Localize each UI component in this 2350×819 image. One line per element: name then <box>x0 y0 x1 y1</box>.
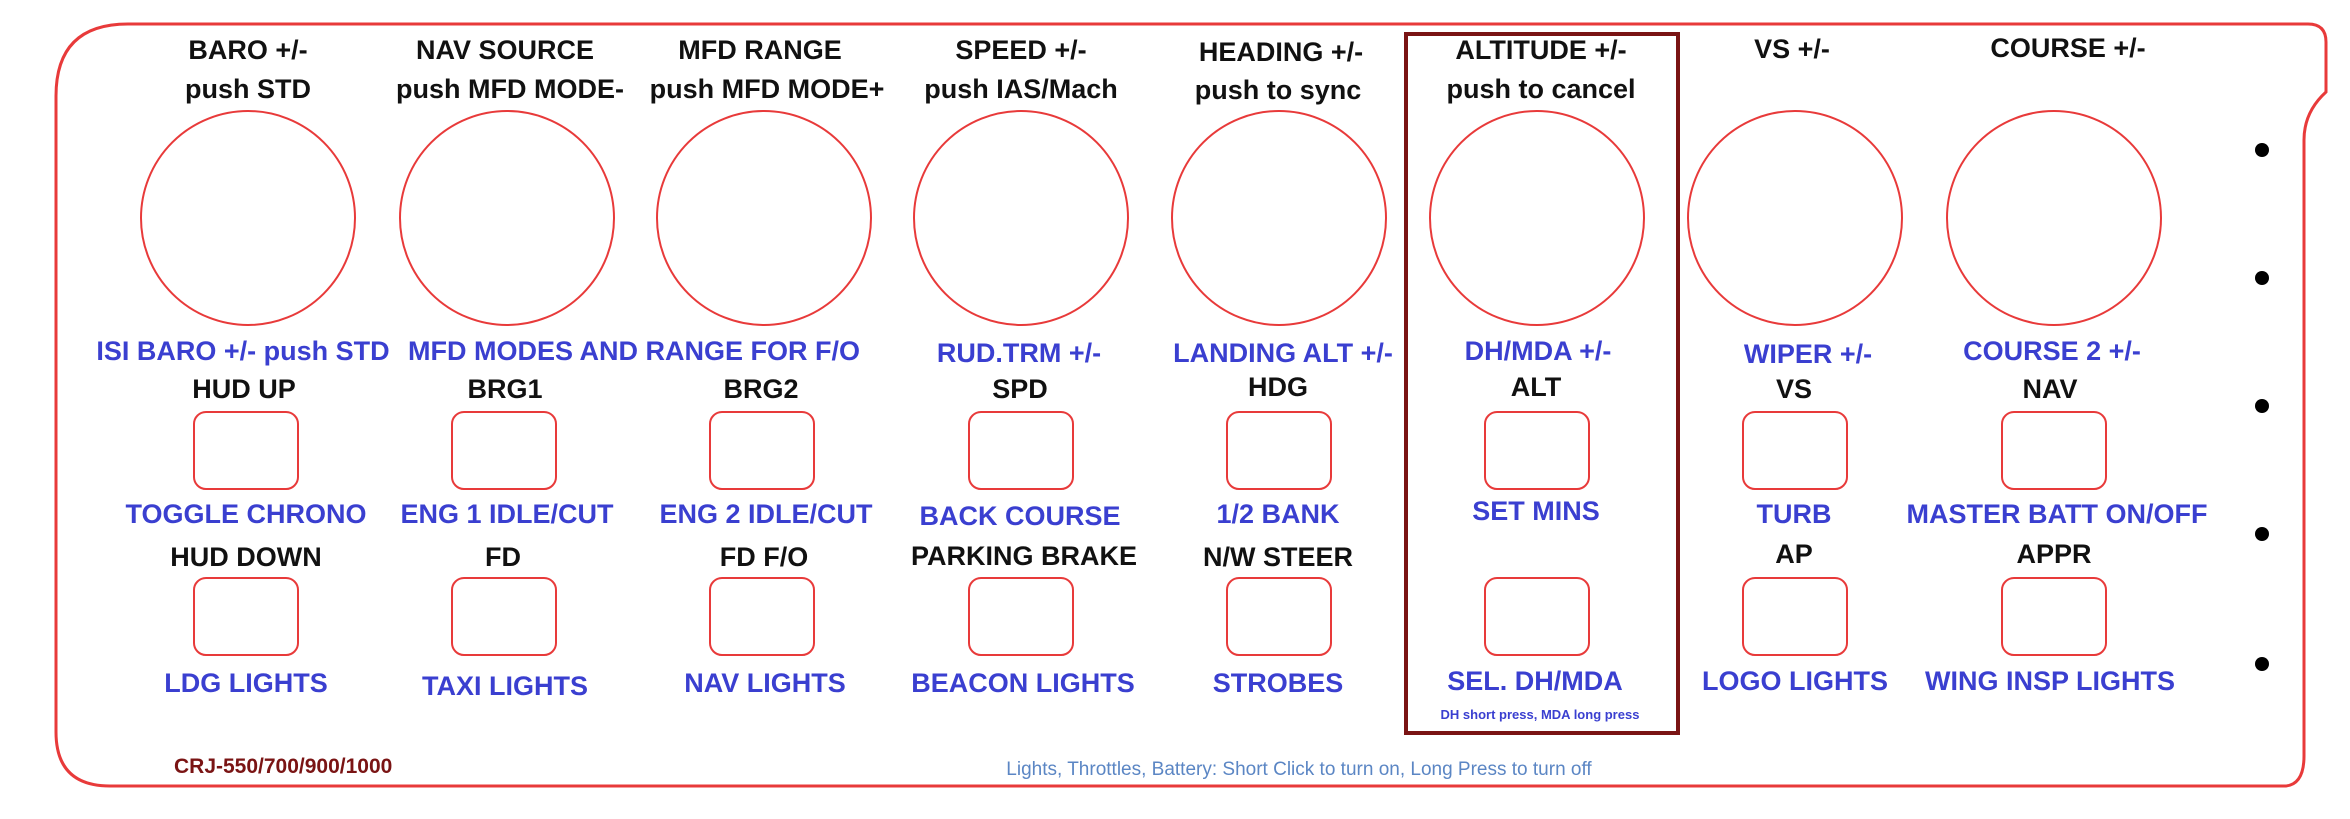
nav-source-knob[interactable] <box>399 110 615 326</box>
button-2-secondary-label: SEL. DH/MDA <box>1447 666 1623 696</box>
nw-steer-button[interactable] <box>1226 577 1332 656</box>
button-2-secondary-label: LOGO LIGHTS <box>1702 666 1888 696</box>
mounting-hole <box>2255 657 2269 671</box>
button-2-secondary-label: LDG LIGHTS <box>164 668 328 698</box>
knob-label-bottom: push IAS/Mach <box>924 74 1118 104</box>
footer-note: Lights, Throttles, Battery: Short Click … <box>1006 759 1592 780</box>
knob-label-top: SPEED +/- <box>955 35 1086 65</box>
column-nav-source: NAV SOURCE push MFD MODE- MFD MODES AND … <box>396 35 860 701</box>
brg2-button[interactable] <box>709 411 815 490</box>
knob-label-bottom: push to cancel <box>1446 74 1635 104</box>
mounting-hole <box>2255 399 2269 413</box>
heading-knob[interactable] <box>1171 110 1387 326</box>
button-2-secondary-label: STROBES <box>1213 668 1344 698</box>
panel-outline <box>54 22 2328 788</box>
button-1-secondary-label: TURB <box>1757 499 1832 529</box>
nav-button[interactable] <box>2001 411 2107 490</box>
aircraft-label: CRJ-550/700/900/1000 <box>174 755 392 778</box>
knob-label-top: MFD RANGE <box>678 35 842 65</box>
altitude-highlight-box <box>1404 32 1680 735</box>
button-1-label: NAV <box>2022 374 2077 404</box>
knob-label-bottom: push STD <box>185 74 311 104</box>
vs-knob[interactable] <box>1687 110 1903 326</box>
ap-button[interactable] <box>1742 577 1848 656</box>
knob-label-top: BARO +/- <box>188 35 307 65</box>
knob-secondary-label: DH/MDA +/- <box>1465 336 1612 366</box>
knob-secondary-label: COURSE 2 +/- <box>1963 336 2141 366</box>
column-baro: BARO +/- push STD ISI BARO +/- push STD … <box>96 35 389 698</box>
baro-knob[interactable] <box>140 110 356 326</box>
button-1-label: HUD UP <box>192 374 296 404</box>
button-1-secondary-label: TOGGLE CHRONO <box>125 499 366 529</box>
button-2-label: PARKING BRAKE <box>911 541 1137 571</box>
hdg-button[interactable] <box>1226 411 1332 490</box>
knob-label-top: HEADING +/- <box>1199 37 1363 67</box>
knob-label-bottom: push MFD MODE- <box>396 74 624 104</box>
knob-label-top: ALTITUDE +/- <box>1455 35 1626 65</box>
button-1-secondary-label: MASTER BATT ON/OFF <box>1907 499 2208 529</box>
appr-button[interactable] <box>2001 577 2107 656</box>
button-1-label: BRG1 <box>467 374 542 404</box>
course-knob[interactable] <box>1946 110 2162 326</box>
knob-secondary-label: ISI BARO +/- push STD <box>96 336 389 366</box>
column-vs: VS +/- WIPER +/- VS TURB AP LOGO LIGHTS <box>1687 34 1903 696</box>
button-2-secondary-label: NAV LIGHTS <box>684 668 846 698</box>
button-2-label: N/W STEER <box>1203 542 1353 572</box>
button-1-label: SPD <box>992 374 1048 404</box>
button-1-secondary-label: ENG 2 IDLE/CUT <box>659 499 873 529</box>
mounting-hole <box>2255 143 2269 157</box>
spd-button[interactable] <box>968 411 1074 490</box>
column-speed: SPEED +/- push IAS/Mach RUD.TRM +/- SPD … <box>911 35 1137 698</box>
sel-dh-mda-button[interactable] <box>1484 577 1590 656</box>
button-2-secondary-label: WING INSP LIGHTS <box>1925 666 2175 696</box>
column-mfd-range: MFD RANGE push MFD MODE+ BRG2 ENG 2 IDLE… <box>650 35 885 698</box>
hud-up-button[interactable] <box>193 411 299 490</box>
knob-secondary-label: RUD.TRM +/- <box>937 338 1101 368</box>
button-2-secondary-label: TAXI LIGHTS <box>422 671 588 701</box>
knob-label-bottom: push to sync <box>1195 75 1362 105</box>
hud-down-button[interactable] <box>193 577 299 656</box>
button-2-label: HUD DOWN <box>170 542 321 572</box>
button-1-secondary-label: SET MINS <box>1472 496 1600 526</box>
mounting-holes <box>2255 143 2269 671</box>
vs-button[interactable] <box>1742 411 1848 490</box>
brg1-button[interactable] <box>451 411 557 490</box>
button-1-secondary-label: ENG 1 IDLE/CUT <box>400 499 614 529</box>
button-2-secondary-label: BEACON LIGHTS <box>911 668 1135 698</box>
button-1-label: ALT <box>1511 372 1562 402</box>
mfd-range-knob[interactable] <box>656 110 872 326</box>
column-course: COURSE +/- COURSE 2 +/- NAV MASTER BATT … <box>1907 33 2208 696</box>
knob-secondary-label: WIPER +/- <box>1744 339 1872 369</box>
button-1-label: HDG <box>1248 372 1308 402</box>
button-1-secondary-label: 1/2 BANK <box>1216 499 1340 529</box>
altitude-knob[interactable] <box>1429 110 1645 326</box>
knob-label-bottom: push MFD MODE+ <box>650 74 885 104</box>
knob-label-top: NAV SOURCE <box>416 35 594 65</box>
button-1-label: BRG2 <box>723 374 798 404</box>
button-2-note: DH short press, MDA long press <box>1441 707 1640 722</box>
alt-button[interactable] <box>1484 411 1590 490</box>
button-1-label: VS <box>1776 374 1812 404</box>
button-2-label: FD F/O <box>720 542 809 572</box>
column-altitude: ALTITUDE +/- push to cancel DH/MDA +/- A… <box>1429 35 1645 722</box>
speed-knob[interactable] <box>913 110 1129 326</box>
knob-secondary-label: LANDING ALT +/- <box>1173 338 1393 368</box>
column-heading: HEADING +/- push to sync LANDING ALT +/-… <box>1171 37 1393 698</box>
button-1-secondary-label: BACK COURSE <box>919 501 1120 531</box>
fd-button[interactable] <box>451 577 557 656</box>
button-2-label: FD <box>485 542 521 572</box>
button-2-label: AP <box>1775 539 1813 569</box>
knob-label-top: VS +/- <box>1754 34 1830 64</box>
mounting-hole <box>2255 527 2269 541</box>
button-2-label: APPR <box>2016 539 2091 569</box>
fd-fo-button[interactable] <box>709 577 815 656</box>
knob-secondary-label: MFD MODES AND RANGE FOR F/O <box>408 336 860 366</box>
parking-brake-button[interactable] <box>968 577 1074 656</box>
mounting-hole <box>2255 271 2269 285</box>
knob-label-top: COURSE +/- <box>1990 33 2145 63</box>
